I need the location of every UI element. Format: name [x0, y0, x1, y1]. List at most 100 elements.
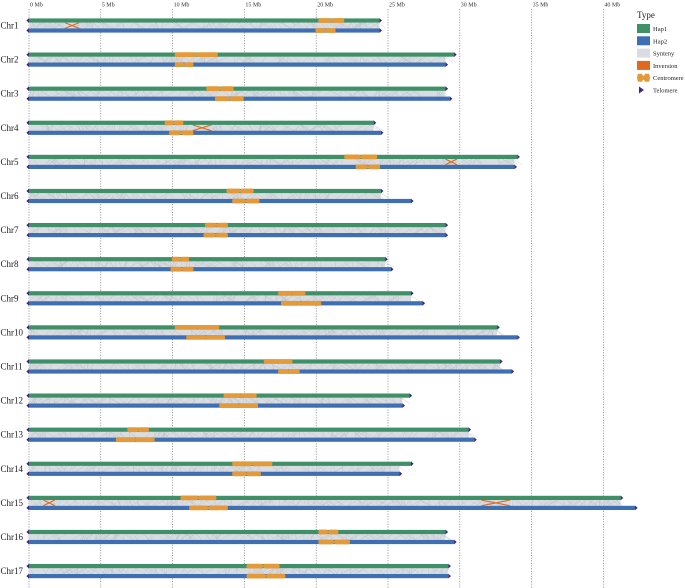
synteny-link [548, 499, 555, 506]
synteny-link [381, 534, 385, 540]
synteny-link [104, 568, 109, 575]
synteny-link [361, 56, 366, 63]
telomere [445, 232, 449, 238]
synteny-link [48, 158, 57, 165]
synteny-link [31, 192, 43, 200]
synteny-link [241, 22, 253, 29]
synteny-link [266, 192, 277, 200]
tick-label: 15 Mb [245, 3, 261, 9]
legend-item-synteny: Synteny [637, 48, 675, 58]
synteny-link [169, 568, 175, 575]
synteny-link [253, 90, 265, 97]
synteny-link [59, 261, 67, 268]
synteny-link [291, 568, 294, 575]
synteny-link [378, 431, 384, 438]
synteny-link [135, 295, 147, 302]
synteny-link [365, 329, 370, 336]
synteny-link [408, 56, 416, 63]
synteny-link [567, 499, 575, 506]
synteny-link [202, 329, 208, 336]
synteny-link [302, 431, 307, 438]
synteny-link [164, 56, 175, 63]
synteny-link [241, 499, 249, 506]
centromere [232, 471, 261, 477]
synteny-link [44, 124, 50, 131]
synteny-link [98, 363, 106, 370]
synteny-link [185, 499, 188, 506]
chromosome-chr6: Chr6 [1, 188, 414, 204]
synteny-link [241, 261, 244, 268]
synteny-link [286, 56, 289, 63]
telomere [620, 495, 624, 501]
synteny-link [275, 295, 278, 302]
synteny-link [122, 158, 130, 165]
telomere [410, 290, 414, 296]
synteny-link [321, 22, 326, 29]
synteny-link [363, 329, 370, 336]
synteny-link [57, 22, 64, 29]
synteny-link [206, 56, 217, 63]
synteny-link [174, 397, 184, 404]
synteny-link [183, 193, 187, 199]
synteny-link [52, 22, 55, 29]
synteny-links [34, 261, 394, 268]
synteny-link [199, 192, 209, 200]
synteny-link [457, 329, 458, 336]
synteny-link [357, 431, 361, 438]
synteny-link [172, 397, 182, 404]
synteny-link [52, 329, 58, 336]
synteny-link [424, 533, 436, 541]
synteny-link [282, 431, 284, 438]
synteny-link [264, 261, 272, 268]
synteny-link [69, 568, 73, 575]
centromere [278, 369, 300, 374]
synteny-link [305, 397, 307, 404]
hap2-bar [29, 471, 400, 476]
synteny-link [118, 261, 122, 268]
synteny-link [112, 295, 118, 302]
synteny-link [463, 431, 474, 438]
synteny-link [89, 227, 94, 234]
synteny-link [409, 295, 421, 302]
telomere [26, 393, 29, 398]
synteny-link [219, 124, 221, 131]
synteny-link [101, 499, 107, 506]
synteny-link [396, 499, 407, 506]
synteny-link [83, 261, 87, 268]
synteny-link [258, 431, 266, 438]
synteny-link [121, 90, 123, 97]
synteny-link [164, 261, 168, 268]
synteny-link [374, 90, 379, 97]
synteny-link [387, 90, 399, 97]
synteny-link [119, 193, 124, 199]
synteny-link [83, 431, 94, 438]
synteny-link [65, 193, 69, 199]
synteny-link [356, 499, 362, 506]
synteny-link [259, 124, 269, 131]
synteny-link [378, 90, 389, 97]
synteny-link [136, 363, 142, 370]
hap1-bar [29, 223, 446, 228]
synteny-link [232, 295, 235, 302]
synteny-link [298, 193, 302, 199]
synteny-link [174, 261, 178, 268]
synteny-link [214, 397, 218, 404]
chromosome-chr8: Chr8 [1, 256, 394, 272]
synteny-link [383, 158, 387, 165]
synteny-link [321, 363, 324, 370]
synteny-link [142, 124, 147, 131]
synteny-band [29, 363, 501, 370]
synteny-link [201, 22, 211, 29]
synteny-link [64, 227, 71, 234]
synteny-link [64, 90, 74, 97]
synteny-link [344, 56, 352, 63]
synteny-link [30, 192, 38, 200]
synteny-link [259, 124, 262, 131]
synteny-link [395, 90, 398, 97]
telomere [445, 529, 449, 535]
synteny-link [140, 192, 146, 200]
synteny-link [317, 329, 328, 336]
synteny-link [244, 56, 255, 63]
synteny-link [276, 329, 286, 336]
synteny-link [353, 363, 362, 370]
